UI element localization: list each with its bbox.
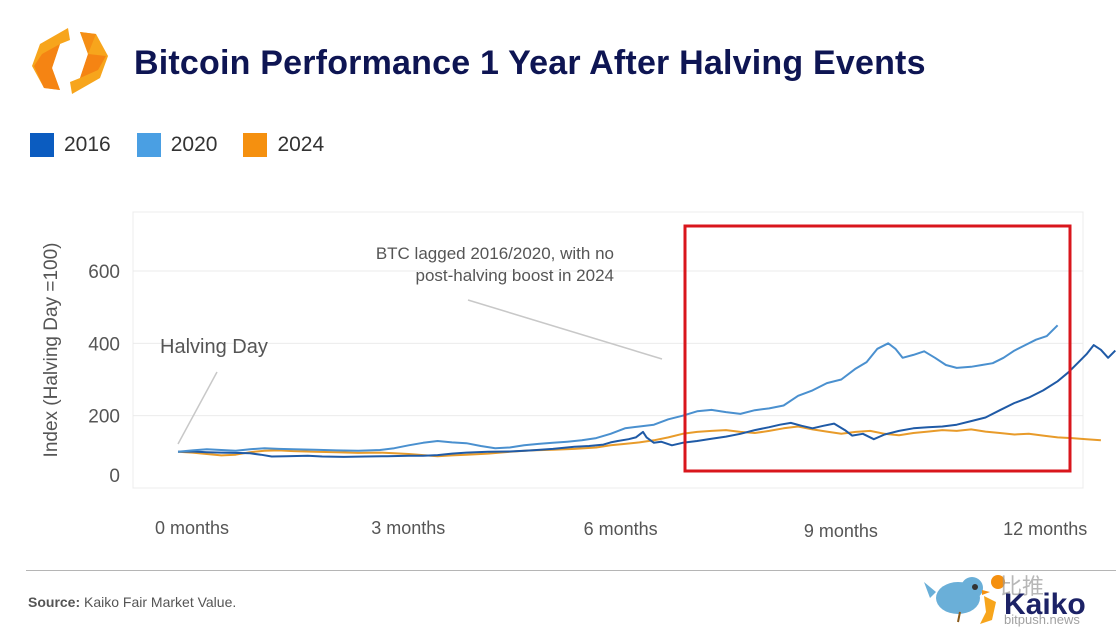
line-chart: 0 200 400 600 0 months 3 months 6 months 9 mon… bbox=[41, 211, 1117, 541]
highlight-box bbox=[683, 224, 1072, 473]
legend-item-2024[interactable]: 2024 bbox=[243, 133, 324, 157]
x-tick-label: 9 months bbox=[804, 521, 878, 541]
x-tick-label: 3 months bbox=[371, 518, 445, 538]
legend-swatch-2016 bbox=[30, 133, 54, 157]
plot-area bbox=[132, 211, 1084, 489]
x-tick-label: 12 months bbox=[1003, 519, 1087, 539]
series-line-2016 bbox=[177, 344, 1117, 458]
kaiko-logo-icon bbox=[32, 28, 108, 94]
legend-label: 2016 bbox=[64, 133, 111, 156]
watermark-url: bitpush.news bbox=[1004, 612, 1080, 627]
brand-name: Kaiko bbox=[1004, 588, 1086, 621]
series-lines bbox=[177, 324, 1117, 458]
legend-swatch-2020 bbox=[136, 133, 161, 157]
annotation-btc-lagged-line: BTC lagged 2016/2020, with no bbox=[376, 244, 614, 263]
page-title: Bitcoin Performance 1 Year After Halving… bbox=[134, 44, 926, 82]
x-tick-label: 0 months bbox=[155, 518, 229, 538]
y-tick-label: 400 bbox=[88, 334, 120, 355]
bird-icon bbox=[924, 577, 990, 623]
y-tick-label: 0 bbox=[109, 466, 120, 487]
series-line-2020 bbox=[177, 324, 1059, 453]
footer-divider bbox=[26, 570, 1116, 571]
annotation-leader-halving-day bbox=[177, 371, 218, 445]
watermark-cn: 比推 bbox=[1000, 575, 1044, 600]
annotation-leader-btc-lagged bbox=[467, 299, 663, 360]
annotations: Halving Day BTC lagged 2016/2020, with no… bbox=[160, 244, 663, 445]
chart-legend: 2016 2020 2024 bbox=[30, 133, 350, 157]
x-tick-label: 6 months bbox=[584, 519, 658, 539]
source-text: Kaiko Fair Market Value. bbox=[84, 594, 237, 610]
y-tick-label: 200 bbox=[88, 407, 120, 428]
legend-item-2016[interactable]: 2016 bbox=[30, 133, 111, 157]
y-tick-labels: 0 200 400 600 bbox=[88, 262, 120, 487]
legend-label: 2020 bbox=[170, 133, 218, 156]
legend-swatch-2024 bbox=[243, 133, 268, 157]
annotation-btc-lagged-line: post-halving boost in 2024 bbox=[416, 266, 614, 285]
kaiko-brand-watermark: 比推 Kaiko bitpush.news bbox=[924, 575, 1086, 627]
y-tick-label: 600 bbox=[88, 262, 120, 283]
source-note: Source: Kaiko Fair Market Value. bbox=[28, 594, 236, 610]
kaiko-small-logo-icon bbox=[980, 575, 1005, 624]
legend-item-2020[interactable]: 2020 bbox=[136, 133, 218, 157]
y-axis-label: Index (Halving Day =100) bbox=[41, 243, 62, 458]
source-label: Source: bbox=[28, 594, 81, 610]
x-tick-labels: 0 months 3 months 6 months 9 months 12 month… bbox=[155, 518, 1087, 541]
annotation-halving-day: Halving Day bbox=[160, 336, 268, 358]
legend-label: 2024 bbox=[277, 133, 325, 156]
series-line-2024 bbox=[177, 425, 1101, 458]
